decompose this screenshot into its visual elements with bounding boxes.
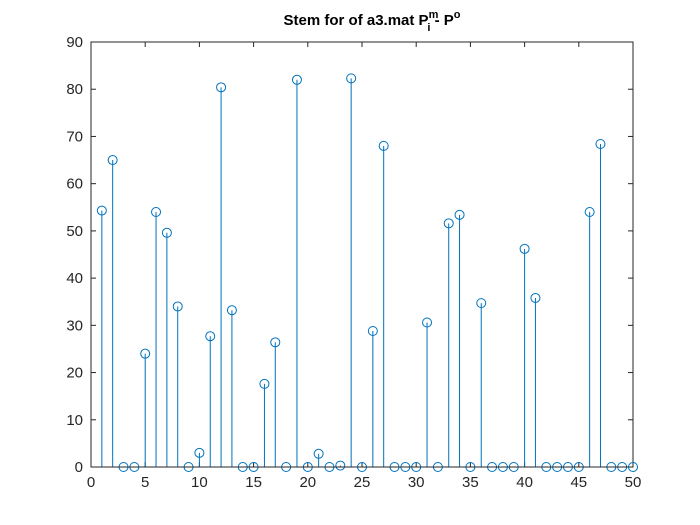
stem-marker bbox=[140, 348, 151, 359]
stem-marker bbox=[194, 447, 205, 458]
title-subscript: i bbox=[427, 22, 430, 34]
x-tick-label: 45 bbox=[570, 474, 587, 491]
stem-marker bbox=[172, 301, 183, 312]
x-tick-label: 30 bbox=[408, 474, 425, 491]
title-superscript2: o bbox=[454, 9, 461, 21]
stem-marker bbox=[595, 139, 606, 149]
y-tick-label: 20 bbox=[66, 365, 83, 382]
x-tick-label: 10 bbox=[191, 474, 208, 491]
x-tick-label: 5 bbox=[141, 474, 149, 491]
stem-marker bbox=[270, 337, 281, 348]
stem-marker bbox=[367, 326, 378, 336]
stem-marker bbox=[259, 378, 270, 389]
stem-marker bbox=[335, 460, 346, 471]
y-tick-label: 60 bbox=[66, 176, 83, 193]
y-tick-label: 50 bbox=[66, 223, 83, 240]
stem-marker bbox=[161, 227, 172, 238]
stem-marker bbox=[454, 209, 465, 220]
plot-area bbox=[90, 41, 634, 468]
chart-title: Stem for of a3.mat Pm i - Po bbox=[284, 9, 461, 34]
title-superscript: m bbox=[429, 9, 439, 21]
x-tick-label: 25 bbox=[354, 474, 371, 491]
x-tick-label: 0 bbox=[87, 474, 95, 491]
stem-marker bbox=[378, 140, 389, 151]
stem-marker bbox=[476, 298, 487, 309]
stem-marker bbox=[205, 331, 216, 342]
y-tick-label: 80 bbox=[66, 81, 83, 98]
x-tick-label: 40 bbox=[516, 474, 533, 491]
stem-marker bbox=[107, 155, 118, 166]
y-tick-labels: 0 10 20 30 40 50 60 70 80 90 bbox=[66, 34, 83, 476]
y-tick-label: 10 bbox=[66, 412, 83, 429]
y-tick-label: 30 bbox=[66, 317, 83, 334]
stem-marker bbox=[346, 73, 357, 84]
x-tick-label: 35 bbox=[462, 474, 479, 491]
y-tick-label: 0 bbox=[75, 459, 83, 476]
stem-series bbox=[96, 73, 638, 472]
stem-marker bbox=[216, 82, 227, 93]
x-tick-label: 20 bbox=[299, 474, 316, 491]
x-tick-label: 50 bbox=[625, 474, 642, 491]
stem-marker bbox=[291, 74, 302, 85]
stem-marker bbox=[313, 448, 324, 459]
stem-marker bbox=[443, 218, 454, 229]
stem-marker bbox=[530, 292, 541, 303]
y-tick-label: 70 bbox=[66, 128, 83, 145]
stem-marker bbox=[151, 207, 162, 217]
y-tick-label: 90 bbox=[66, 34, 83, 51]
axis-ticks bbox=[90, 41, 634, 468]
title-middle: - P bbox=[430, 12, 453, 29]
stem-marker bbox=[96, 205, 107, 216]
stem-marker bbox=[584, 207, 595, 217]
x-tick-labels: 0 5 10 15 20 25 30 35 40 45 50 bbox=[87, 474, 642, 491]
stem-marker bbox=[519, 243, 530, 254]
title-prefix: Stem for of a3.mat P bbox=[284, 12, 429, 29]
x-tick-label: 15 bbox=[245, 474, 262, 491]
y-tick-label: 40 bbox=[66, 270, 83, 287]
stem-marker bbox=[226, 305, 237, 316]
stem-marker bbox=[422, 317, 433, 328]
